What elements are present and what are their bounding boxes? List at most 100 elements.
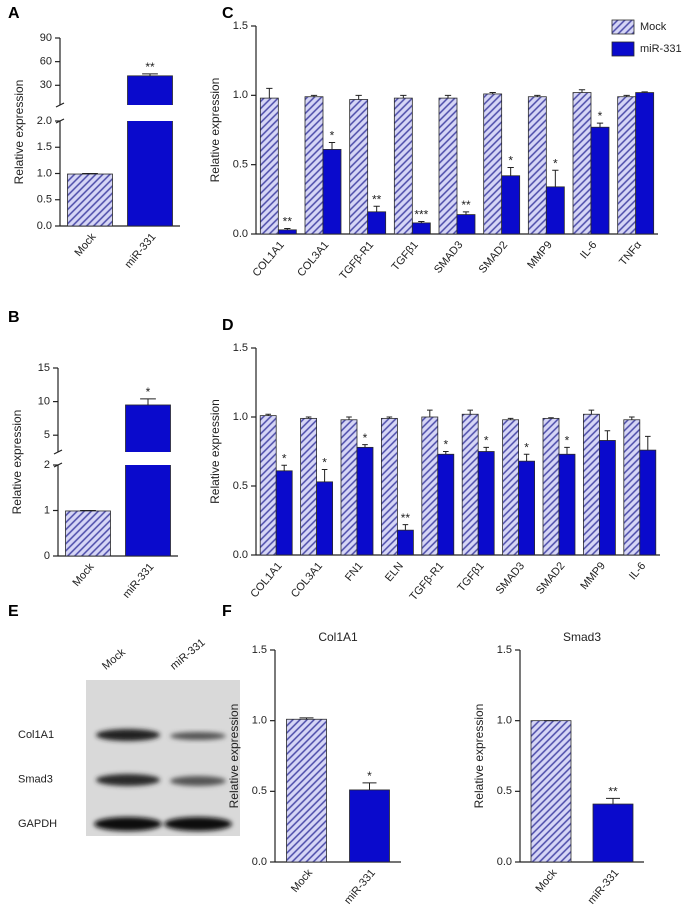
- error-bar: [362, 782, 377, 790]
- lane-label: Mock: [100, 646, 128, 672]
- error-bar: [386, 416, 393, 419]
- y-tick-label: 0.5: [497, 785, 512, 797]
- x-tick-label: Mock: [72, 231, 98, 259]
- significance: *: [508, 154, 513, 168]
- significance: *: [282, 451, 287, 465]
- error-bar: [373, 205, 380, 212]
- y-axis-label: Relative expression: [227, 704, 241, 809]
- band-label: Col1A1: [18, 729, 54, 741]
- error-bar: [588, 409, 595, 415]
- x-tick-label: TNFα: [617, 239, 644, 268]
- blot-band: [96, 774, 160, 786]
- y-tick-label: 0.5: [252, 785, 267, 797]
- bar: [322, 149, 342, 235]
- error-bar: [265, 413, 271, 416]
- significance: *: [443, 438, 448, 452]
- bar: [592, 803, 634, 863]
- x-tick-label: MMP9: [578, 560, 608, 592]
- bar: [125, 404, 171, 557]
- bar: [393, 97, 413, 235]
- bar: [477, 451, 495, 556]
- error-bar: [534, 94, 541, 97]
- bar: [518, 460, 535, 556]
- significance: **: [145, 60, 155, 74]
- error-bar: [507, 417, 514, 420]
- significance: *: [598, 109, 603, 123]
- y-tick-label: 60: [40, 56, 52, 68]
- bar: [590, 126, 610, 235]
- bar-break-gap: [126, 105, 174, 121]
- panel-label: C: [222, 5, 234, 22]
- error-bar: [552, 169, 559, 187]
- bar: [396, 529, 414, 556]
- error-bar: [266, 87, 273, 99]
- bar: [356, 446, 374, 556]
- error-bar: [606, 797, 620, 805]
- x-tick-label: SMAD2: [477, 239, 511, 276]
- legend-swatch: [611, 41, 635, 57]
- x-tick-label: TGFβ-R1: [408, 560, 447, 603]
- error-bar: [564, 446, 570, 455]
- y-tick-label: 5: [44, 429, 50, 441]
- bar: [277, 229, 297, 235]
- y-tick-label: 15: [38, 362, 50, 374]
- y-tick-label: 0.0: [497, 856, 512, 868]
- bar: [639, 449, 657, 556]
- bar-break-gap: [124, 452, 172, 465]
- x-tick-label: COL3A1: [289, 560, 325, 600]
- x-tick-label: MMP9: [525, 239, 555, 271]
- error-bar: [629, 416, 635, 420]
- band-label: GAPDH: [18, 818, 57, 830]
- y-tick-label: 0.5: [37, 194, 52, 206]
- significance: *: [553, 156, 558, 170]
- x-tick-label: SMAD3: [432, 239, 466, 276]
- error-bar: [355, 94, 362, 100]
- y-axis-label: Relative expression: [472, 704, 486, 809]
- bar: [456, 214, 476, 235]
- bar: [599, 440, 616, 556]
- panel-label: F: [222, 603, 232, 620]
- error-bar: [427, 409, 433, 417]
- error-bar: [305, 416, 312, 419]
- y-tick-label: 1.5: [233, 342, 248, 354]
- error-bar: [346, 416, 352, 420]
- bar: [501, 175, 521, 235]
- error-bar: [362, 444, 368, 448]
- bar: [380, 417, 398, 556]
- significance: *: [330, 129, 335, 143]
- panel-label: D: [222, 317, 234, 334]
- y-tick-label: 1.0: [497, 715, 512, 727]
- error-bar: [284, 227, 291, 230]
- blot-membrane: [86, 680, 240, 836]
- significance: *: [146, 385, 151, 399]
- chart-title: Smad3: [563, 630, 601, 644]
- blot-band: [94, 817, 162, 831]
- x-tick-label: SMAD2: [534, 560, 568, 597]
- error-bar: [82, 173, 98, 175]
- lane-label: miR-331: [168, 637, 208, 673]
- error-bar: [623, 94, 630, 97]
- error-bar: [310, 94, 318, 97]
- bar: [411, 222, 431, 235]
- significance: **: [608, 785, 618, 799]
- bar: [275, 470, 293, 556]
- bar: [502, 419, 520, 556]
- error-bar: [578, 89, 586, 93]
- bar: [349, 99, 369, 235]
- y-tick-label: 10: [38, 396, 50, 408]
- error-bar: [467, 409, 473, 415]
- significance: *: [524, 440, 529, 454]
- error-bar: [641, 91, 648, 93]
- bar: [623, 419, 641, 556]
- y-tick-label: 1: [44, 504, 50, 516]
- error-bar: [523, 453, 530, 462]
- blot-band: [170, 776, 226, 786]
- axis-break: [55, 102, 65, 108]
- panel-label: E: [8, 603, 19, 620]
- bar: [304, 96, 324, 235]
- significance: *: [363, 431, 368, 445]
- x-tick-label: TGFβ1: [455, 560, 486, 594]
- bar: [530, 720, 572, 863]
- y-tick-label: 90: [40, 32, 52, 44]
- y-tick-label: 1.0: [233, 411, 248, 423]
